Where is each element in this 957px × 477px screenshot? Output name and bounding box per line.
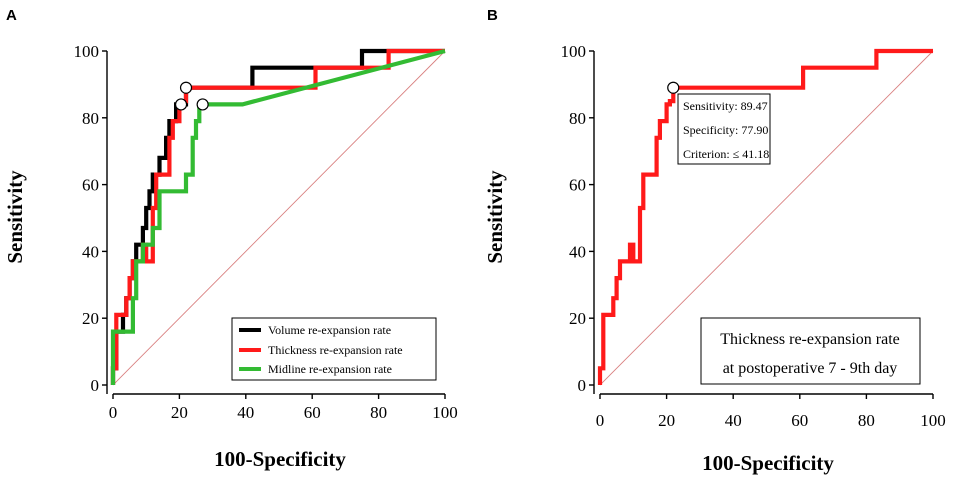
annotation-sensitivity: Sensitivity: 89.47 (683, 99, 768, 113)
panel-a-label: A (6, 7, 17, 24)
panel-a-y-tick-label: 40 (82, 242, 99, 261)
panel-b-x-tick-label: 80 (858, 411, 875, 430)
panel-b-y-axis-label: Sensitivity (483, 170, 507, 264)
panel-b-criterion-annotation: Sensitivity: 89.47 Specificity: 77.90 Cr… (677, 93, 771, 165)
annotation-criterion: Criterion: ≤ 41.18 (683, 147, 769, 161)
annotation-specificity: Specificity: 77.90 (683, 123, 768, 137)
panel-a-legend-box (231, 317, 437, 381)
panel-b-y-tick-label: 80 (569, 109, 586, 128)
panel-a-x-tick-label: 60 (304, 403, 321, 422)
panel-b-plot-area: 0 20 40 60 80 100 0 20 40 60 80 100 (561, 42, 946, 430)
panel-b-y-tick-label: 60 (569, 176, 586, 195)
panel-b-legend-line-2: at postoperative 7 - 9th day (723, 360, 898, 377)
panel-a-roc-line-midline (110, 48, 446, 385)
panel-a-y-tick-label: 20 (82, 309, 99, 328)
panel-b-optimal-cutoff-marker (667, 81, 680, 94)
panel-b-label: B (487, 7, 498, 24)
panel-b-y-tick-label: 100 (561, 42, 587, 61)
panel-a-y-tick-label: 0 (91, 376, 100, 395)
panel-a-roc-line-thickness (110, 48, 445, 385)
panel-b-x-tick-label: 40 (725, 411, 742, 430)
panel-b-x-tick-label: 100 (920, 411, 946, 430)
panel-a-x-tick-label: 20 (171, 403, 188, 422)
annotation-box (677, 93, 771, 165)
panel-a: A 0 20 40 60 80 100 0 20 40 60 80 100 100-Specifici… (3, 7, 458, 471)
legend-label-midline: Midline re-expansion rate (268, 362, 392, 376)
panel-a-optimal-cutoff-marker (174, 98, 188, 111)
panel-a-y-tick-label: 80 (82, 109, 99, 128)
panel-b-legend-box (700, 317, 921, 385)
panel-b-x-axis-label: 100-Specificity (702, 451, 834, 475)
panel-a-x-tick-label: 40 (237, 403, 254, 422)
panel-b-x-tick-label: 0 (596, 411, 605, 430)
panel-b-x-tick-label: 60 (791, 411, 808, 430)
panel-a-legend: Volume re-expansion rate Thickness re-ex… (231, 317, 437, 381)
panel-b-roc-line-thickness (597, 48, 933, 385)
panel-a-optimal-cutoff-marker (179, 81, 193, 94)
panel-b-y-tick-label: 40 (569, 242, 586, 261)
panel-a-x-tick-label: 80 (370, 403, 387, 422)
panel-a-reference-diagonal (112, 50, 446, 386)
panel-a-plot-area: 0 20 40 60 80 100 0 20 40 60 80 100 (74, 42, 458, 422)
panel-a-x-axis-label: 100-Specificity (214, 447, 346, 471)
panel-b-y-tick-label: 0 (578, 376, 587, 395)
panel-b-x-tick-label: 20 (658, 411, 675, 430)
legend-label-volume: Volume re-expansion rate (268, 323, 391, 337)
panel-a-y-axis-label: Sensitivity (3, 170, 27, 264)
panel-a-y-tick-label: 100 (74, 42, 100, 61)
panel-b-legend-line-1: Thickness re-expansion rate (720, 331, 899, 348)
panel-b: B 0 20 40 60 80 100 0 20 40 60 80 100 100-Specifici… (483, 7, 946, 475)
panel-a-optimal-cutoff-marker (196, 98, 209, 111)
panel-a-x-tick-label: 0 (109, 403, 118, 422)
panel-b-y-tick-label: 20 (569, 309, 586, 328)
panel-a-x-tick-label: 100 (432, 403, 458, 422)
panel-b-reference-diagonal (599, 50, 934, 386)
panel-b-legend: Thickness re-expansion rate at postopera… (700, 317, 921, 385)
panel-a-y-tick-label: 60 (82, 176, 99, 195)
legend-label-thickness: Thickness re-expansion rate (268, 343, 403, 357)
